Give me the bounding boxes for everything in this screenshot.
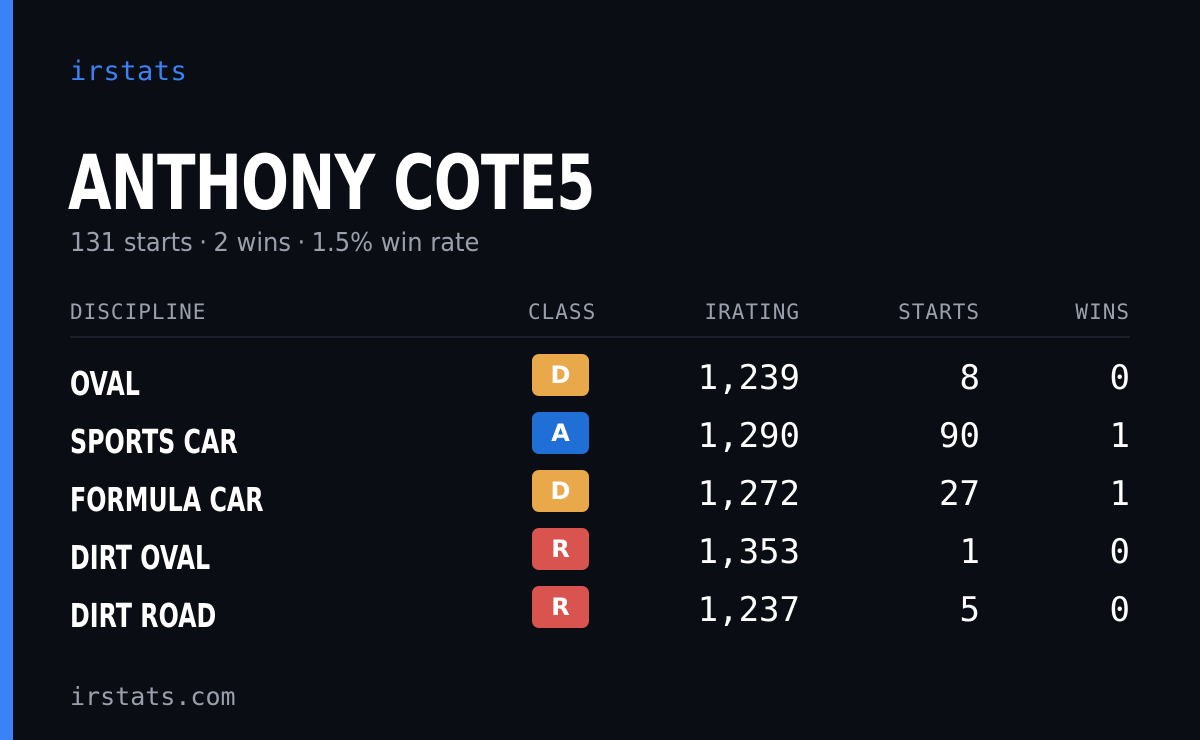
table-row: DIRT ROAD R 1,237 5 0 <box>70 586 1130 644</box>
header-wins: WINS <box>1075 300 1130 324</box>
header-irating: IRATING <box>704 300 800 324</box>
wins-value: 0 <box>1109 358 1130 398</box>
header-discipline: DISCIPLINE <box>70 300 207 324</box>
starts-value: 8 <box>959 358 980 398</box>
footer-url: irstats.com <box>70 682 236 711</box>
brand-logo-text: irstats <box>70 56 188 87</box>
header-starts: STARTS <box>898 300 980 324</box>
table-row: FORMULA CAR D 1,272 27 1 <box>70 470 1130 528</box>
class-badge: R <box>532 586 589 628</box>
irating-value: 1,290 <box>697 416 800 456</box>
driver-summary: 131 starts · 2 wins · 1.5% win rate <box>70 228 479 258</box>
accent-bar <box>0 0 13 740</box>
summary-separator: · <box>199 228 207 258</box>
class-badge: D <box>532 354 589 396</box>
win-rate-summary: 1.5% win rate <box>311 228 480 258</box>
table-body: OVAL D 1,239 8 0 SPORTS CAR A 1,290 90 1… <box>70 354 1130 644</box>
starts-value: 90 <box>939 416 980 456</box>
irating-value: 1,272 <box>697 474 800 514</box>
wins-value: 1 <box>1109 474 1130 514</box>
irating-value: 1,353 <box>697 532 800 572</box>
discipline-name: DIRT ROAD <box>70 596 217 635</box>
irating-value: 1,239 <box>697 358 800 398</box>
discipline-name: SPORTS CAR <box>70 422 238 461</box>
table-row: OVAL D 1,239 8 0 <box>70 354 1130 412</box>
table-header: DISCIPLINE CLASS IRATING STARTS WINS <box>70 296 1130 338</box>
starts-summary: 131 starts <box>70 228 193 258</box>
discipline-table: DISCIPLINE CLASS IRATING STARTS WINS OVA… <box>70 296 1130 635</box>
irating-value: 1,237 <box>697 590 800 630</box>
class-badge: D <box>532 470 589 512</box>
discipline-name: DIRT OVAL <box>70 538 211 577</box>
wins-summary: 2 wins <box>213 228 291 258</box>
header-class: CLASS <box>528 300 597 324</box>
wins-value: 1 <box>1109 416 1130 456</box>
starts-value: 27 <box>939 474 980 514</box>
summary-separator: · <box>297 228 306 258</box>
starts-value: 1 <box>959 532 980 572</box>
class-badge: A <box>532 412 589 454</box>
class-badge: R <box>532 528 589 570</box>
wins-value: 0 <box>1109 590 1130 630</box>
starts-value: 5 <box>959 590 980 630</box>
discipline-name: OVAL <box>70 364 140 403</box>
table-row: DIRT OVAL R 1,353 1 0 <box>70 528 1130 586</box>
driver-name: ANTHONY COTE5 <box>68 138 595 227</box>
table-row: SPORTS CAR A 1,290 90 1 <box>70 412 1130 470</box>
discipline-name: FORMULA CAR <box>70 480 264 519</box>
wins-value: 0 <box>1109 532 1130 572</box>
